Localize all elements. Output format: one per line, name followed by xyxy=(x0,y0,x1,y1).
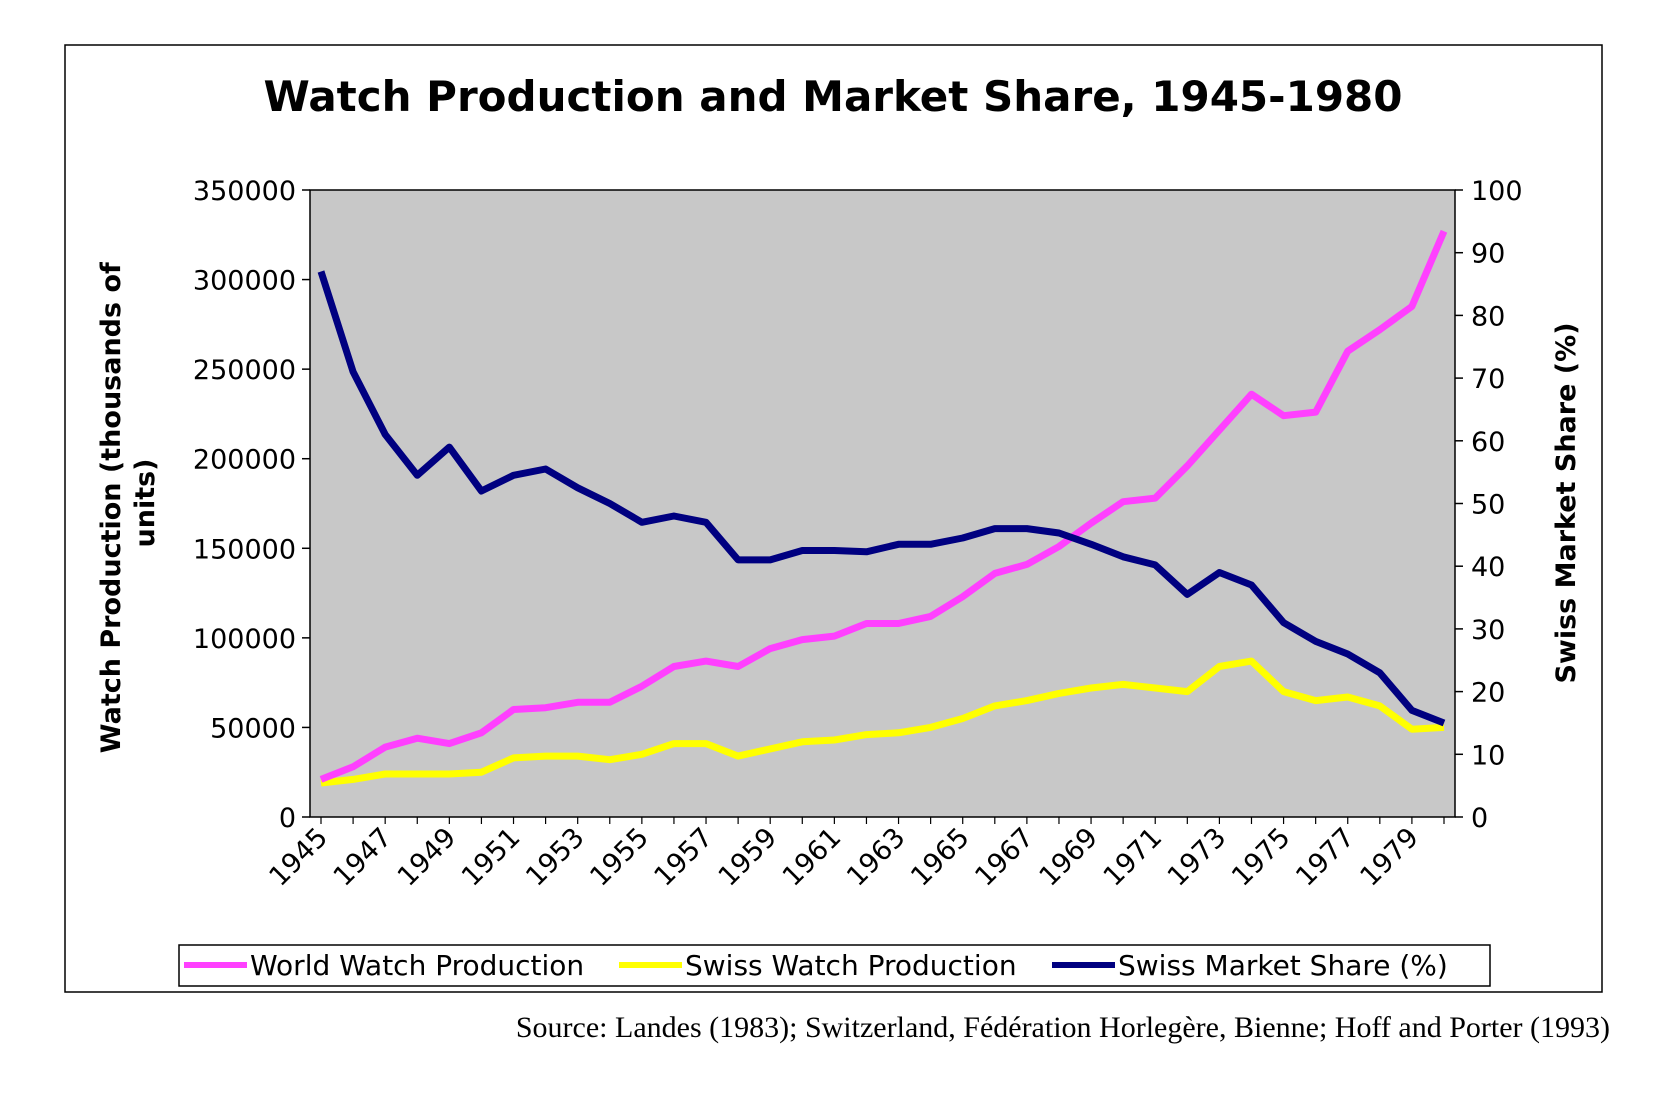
right-axis-tick-label: 60 xyxy=(1471,427,1505,458)
right-axis-tick-label: 80 xyxy=(1471,301,1505,332)
right-axis-tick-label: 0 xyxy=(1471,803,1488,834)
legend-label: Swiss Watch Production xyxy=(685,949,1017,982)
left-axis-tick-label: 250000 xyxy=(193,355,296,386)
plot-area xyxy=(309,189,1456,818)
legend-label: World Watch Production xyxy=(250,949,584,982)
right-axis-tick-label: 40 xyxy=(1471,552,1505,583)
left-axis-title: Watch Production (thousands of units) xyxy=(96,253,161,753)
right-axis-tick-label: 20 xyxy=(1471,678,1505,709)
right-axis-tick-label: 70 xyxy=(1471,364,1505,395)
swiss-market-share-line xyxy=(317,270,1446,727)
left-axis-title-line-1: Watch Production (thousands of xyxy=(96,262,127,753)
series-lines xyxy=(317,229,1448,787)
left-axis: 0 50000 100000 150000 200000 250000 300000 3500… xyxy=(193,176,310,834)
left-axis-tick-label: 200000 xyxy=(193,445,296,476)
right-axis-tick-label: 10 xyxy=(1471,740,1505,771)
swiss-watch-production-line xyxy=(320,657,1445,787)
left-axis-tick-label: 50000 xyxy=(210,713,296,744)
right-axis-tick-label: 90 xyxy=(1471,239,1505,270)
left-axis-tick-label: 150000 xyxy=(193,534,296,565)
right-axis-title: Swiss Market Share (%) xyxy=(1551,322,1582,683)
right-axis-tick-label: 30 xyxy=(1471,615,1505,646)
left-axis-tick-label: 350000 xyxy=(193,176,296,207)
left-axis-tick-label: 100000 xyxy=(193,624,296,655)
legend: World Watch Production Swiss Watch Produc… xyxy=(178,944,1491,987)
left-axis-tick-label: 0 xyxy=(279,803,296,834)
source-note: Source: Landes (1983); Switzerland, Fédé… xyxy=(516,1011,1610,1044)
left-axis-title-line-2: units) xyxy=(130,458,161,547)
chart-title: Watch Production and Market Share, 1945-… xyxy=(264,72,1403,121)
right-axis: 0 10 20 30 40 50 60 70 80 90 100 xyxy=(1455,176,1523,834)
legend-label: Swiss Market Share (%) xyxy=(1118,949,1448,982)
left-axis-tick-label: 300000 xyxy=(193,266,296,297)
world-watch-production-line xyxy=(319,229,1448,783)
right-axis-tick-label: 100 xyxy=(1471,176,1523,207)
legend-box xyxy=(178,944,1491,987)
right-axis-tick-label: 50 xyxy=(1471,490,1505,521)
